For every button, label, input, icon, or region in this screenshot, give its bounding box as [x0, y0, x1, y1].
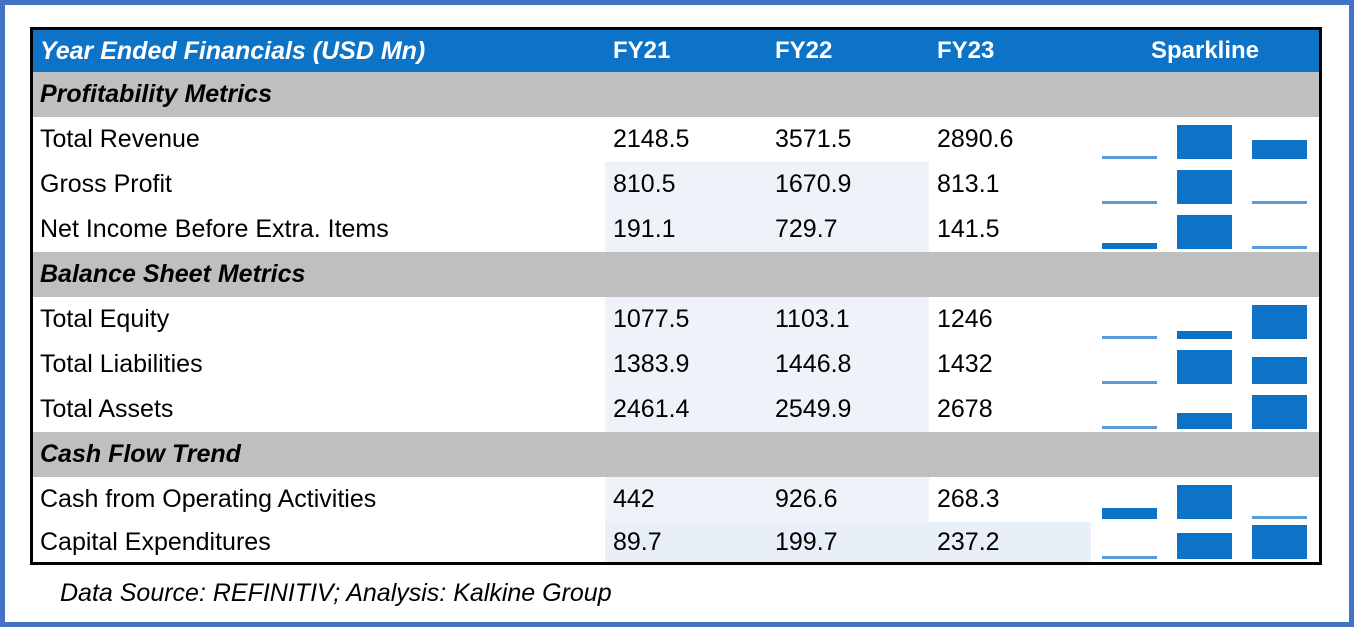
- sparkline-bar-fy23: [1252, 305, 1307, 339]
- metric-label: Total Assets: [40, 395, 174, 423]
- table-title: Year Ended Financials (USD Mn): [40, 36, 426, 65]
- section-header-profitability-metrics: Profitability Metrics: [33, 72, 1319, 117]
- sparkline: [1091, 387, 1319, 432]
- sparkline-bar-fy21: [1102, 556, 1157, 559]
- metric-label: Capital Expenditures: [40, 527, 271, 556]
- value-cell-fy21: 2461.4: [605, 387, 767, 432]
- sparkline: [1091, 207, 1319, 252]
- value-cell-fy21: 2148.5: [613, 125, 690, 153]
- sparkline: [1091, 297, 1319, 342]
- sparkline-bar-fy21: [1102, 201, 1157, 204]
- value-cell-fy22: 1103.1: [767, 297, 929, 342]
- table-header-row: Year Ended Financials (USD Mn) FY21 FY22…: [33, 30, 1319, 72]
- metric-label: Total Revenue: [40, 125, 200, 153]
- value-cell-fy22: 926.6: [767, 477, 929, 522]
- sparkline: [1091, 342, 1319, 387]
- table-row-total-equity: Total Equity 1077.5 1103.1 1246: [33, 297, 1319, 342]
- table-row-total-revenue: Total Revenue 2148.5 3571.5 2890.6: [33, 117, 1319, 162]
- sparkline-bar-fy21: [1102, 243, 1157, 249]
- financials-table: Year Ended Financials (USD Mn) FY21 FY22…: [30, 27, 1322, 565]
- value-cell-fy21: 1077.5: [605, 297, 767, 342]
- metric-label: Total Equity: [40, 305, 170, 333]
- value-cell-fy21: 191.1: [605, 207, 767, 252]
- column-header-sparkline: Sparkline: [1150, 37, 1260, 64]
- value-cell-fy23: 141.5: [937, 215, 1000, 243]
- value-cell-fy21: 1383.9: [605, 342, 767, 387]
- sparkline-bar-fy22: [1177, 215, 1232, 249]
- sparkline-bar-fy23: [1252, 246, 1307, 249]
- value-cell-fy22: 1670.9: [767, 162, 929, 207]
- section-title: Cash Flow Trend: [40, 440, 241, 468]
- value-cell-fy22: 1446.8: [767, 342, 929, 387]
- sparkline-bars: [1102, 525, 1307, 559]
- sparkline-bar-fy22: [1177, 331, 1232, 339]
- sparkline: [1091, 522, 1319, 562]
- sparkline-bar-fy23: [1252, 139, 1307, 159]
- column-header-fy21: FY21: [613, 37, 671, 64]
- column-header-fy23: FY23: [937, 37, 995, 64]
- sparkline: [1091, 117, 1319, 162]
- value-cell-fy23: 2890.6: [937, 125, 1014, 153]
- value-cell-fy22: 199.7: [767, 522, 929, 562]
- sparkline-bar-fy23: [1252, 200, 1307, 204]
- data-source-note: Data Source: REFINITIV; Analysis: Kalkin…: [60, 579, 612, 607]
- column-header-fy22: FY22: [775, 37, 833, 64]
- section-title: Balance Sheet Metrics: [40, 260, 306, 288]
- sparkline-bar-fy21: [1102, 507, 1157, 519]
- sparkline: [1091, 162, 1319, 207]
- table-row-capital-expenditures: Capital Expenditures 89.7 199.7 237.2: [33, 522, 1319, 562]
- value-cell-fy22: 3571.5: [775, 125, 852, 153]
- table-row-total-assets: Total Assets 2461.4 2549.9 2678: [33, 387, 1319, 432]
- sparkline-bar-fy22: [1177, 170, 1232, 204]
- sparkline-bar-fy21: [1102, 336, 1157, 339]
- sparkline-bars: [1102, 305, 1307, 339]
- sparkline-bar-fy23: [1252, 516, 1307, 519]
- sparkline: [1091, 477, 1319, 522]
- sparkline-bar-fy21: [1102, 426, 1157, 429]
- table-row-cash-from-operating-activities: Cash from Operating Activities 442 926.6 26…: [33, 477, 1319, 522]
- value-cell-fy21: 810.5: [605, 162, 767, 207]
- value-cell-fy23: 2678: [937, 395, 993, 423]
- sparkline-bars: [1102, 395, 1307, 429]
- sparkline-bar-fy21: [1102, 381, 1157, 384]
- value-cell-fy21: 89.7: [605, 522, 767, 562]
- value-cell-fy23: 1432: [937, 350, 993, 378]
- sparkline-bars: [1102, 170, 1307, 204]
- section-title: Profitability Metrics: [40, 80, 272, 108]
- value-cell-fy23: 813.1: [937, 170, 1000, 198]
- sparkline-bar-fy23: [1252, 357, 1307, 384]
- metric-label: Total Liabilities: [40, 350, 203, 378]
- value-cell-fy22: 2549.9: [767, 387, 929, 432]
- value-cell-fy23: 237.2: [929, 522, 1091, 562]
- section-header-cash-flow-trend: Cash Flow Trend: [33, 432, 1319, 477]
- sparkline-bar-fy21: [1102, 156, 1157, 159]
- sparkline-bars: [1102, 215, 1307, 249]
- sparkline-bar-fy22: [1177, 485, 1232, 519]
- value-cell-fy23: 268.3: [937, 485, 1000, 513]
- table-row-net-income-before-extra-items: Net Income Before Extra. Items 191.1 729.7…: [33, 207, 1319, 252]
- value-cell-fy22: 729.7: [767, 207, 929, 252]
- metric-label: Gross Profit: [40, 170, 172, 198]
- metric-label: Net Income Before Extra. Items: [40, 215, 389, 243]
- sparkline-bars: [1102, 350, 1307, 384]
- sparkline-bar-fy22: [1177, 125, 1232, 159]
- value-cell-fy21: 442: [605, 477, 767, 522]
- metric-label: Cash from Operating Activities: [40, 485, 377, 513]
- table-row-total-liabilities: Total Liabilities 1383.9 1446.8 1432: [33, 342, 1319, 387]
- table-row-gross-profit: Gross Profit 810.5 1670.9 813.1: [33, 162, 1319, 207]
- sparkline-bar-fy22: [1177, 413, 1232, 429]
- value-cell-fy23: 1246: [937, 305, 993, 333]
- sparkline-bar-fy23: [1252, 395, 1307, 429]
- sparkline-bars: [1102, 485, 1307, 519]
- section-header-balance-sheet-metrics: Balance Sheet Metrics: [33, 252, 1319, 297]
- sparkline-bar-fy23: [1252, 525, 1307, 559]
- sparkline-bars: [1102, 125, 1307, 159]
- sparkline-bar-fy22: [1177, 532, 1232, 559]
- sparkline-bar-fy22: [1177, 350, 1232, 384]
